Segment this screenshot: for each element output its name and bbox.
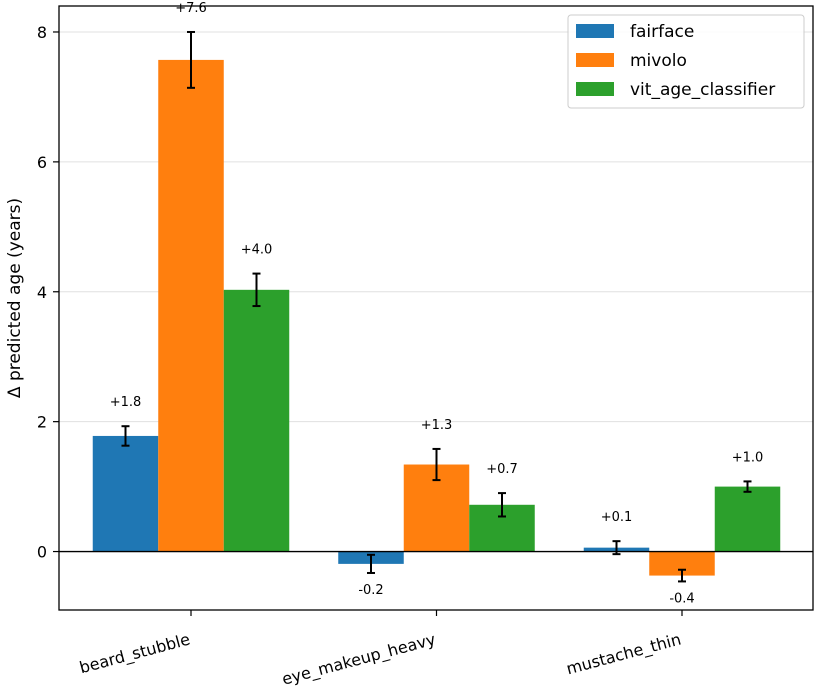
legend: fairface mivolo vit_age_classifier	[567, 14, 805, 109]
legend-label-vit_age_classifier: vit_age_classifier	[630, 80, 775, 100]
data-label: +0.1	[601, 510, 633, 525]
y-tick-label: 0	[37, 543, 47, 562]
data-label: +0.7	[486, 462, 518, 477]
bar-fairface	[92, 435, 159, 552]
y-tick-label: 4	[37, 283, 47, 302]
error-bars	[121, 30, 752, 583]
data-label: +7.6	[175, 1, 207, 16]
x-tick-label: beard_stubble	[77, 630, 192, 679]
data-label: +1.3	[421, 418, 453, 433]
legend-label-mivolo: mivolo	[630, 51, 687, 71]
legend-swatch-vit_age_classifier	[576, 82, 614, 96]
data-label: +1.0	[732, 450, 764, 465]
data-label: -0.4	[669, 591, 694, 606]
y-tick-label: 2	[37, 413, 47, 432]
legend-box	[567, 14, 805, 109]
legend-label-fairface: fairface	[630, 22, 694, 42]
data-label: +1.8	[110, 395, 142, 410]
data-label: +4.0	[241, 243, 273, 258]
x-axis-ticks: beard_stubble eye_makeup_heavy mustache_th…	[77, 610, 683, 690]
x-tick-label: eye_makeup_heavy	[280, 630, 438, 690]
legend-swatch-mivolo	[576, 53, 614, 67]
x-tick-label: mustache_thin	[564, 630, 683, 680]
bar-vit_age_classifier	[223, 289, 290, 552]
bars	[92, 59, 781, 576]
y-tick-label: 8	[37, 23, 47, 42]
legend-swatch-fairface	[576, 24, 614, 38]
data-label: -0.2	[358, 583, 383, 598]
data-labels: +1.8 +7.6 +4.0 -0.2 +1.3 +0.7 +0.1 -0.4 +1.0	[110, 1, 764, 606]
bar-vit_age_classifier	[714, 486, 781, 552]
y-tick-label: 6	[37, 153, 47, 172]
y-axis-ticks: 0 2 4 6 8	[37, 23, 59, 562]
bar-mivolo	[158, 59, 224, 552]
y-axis-title: Δ predicted age (years)	[5, 198, 25, 398]
